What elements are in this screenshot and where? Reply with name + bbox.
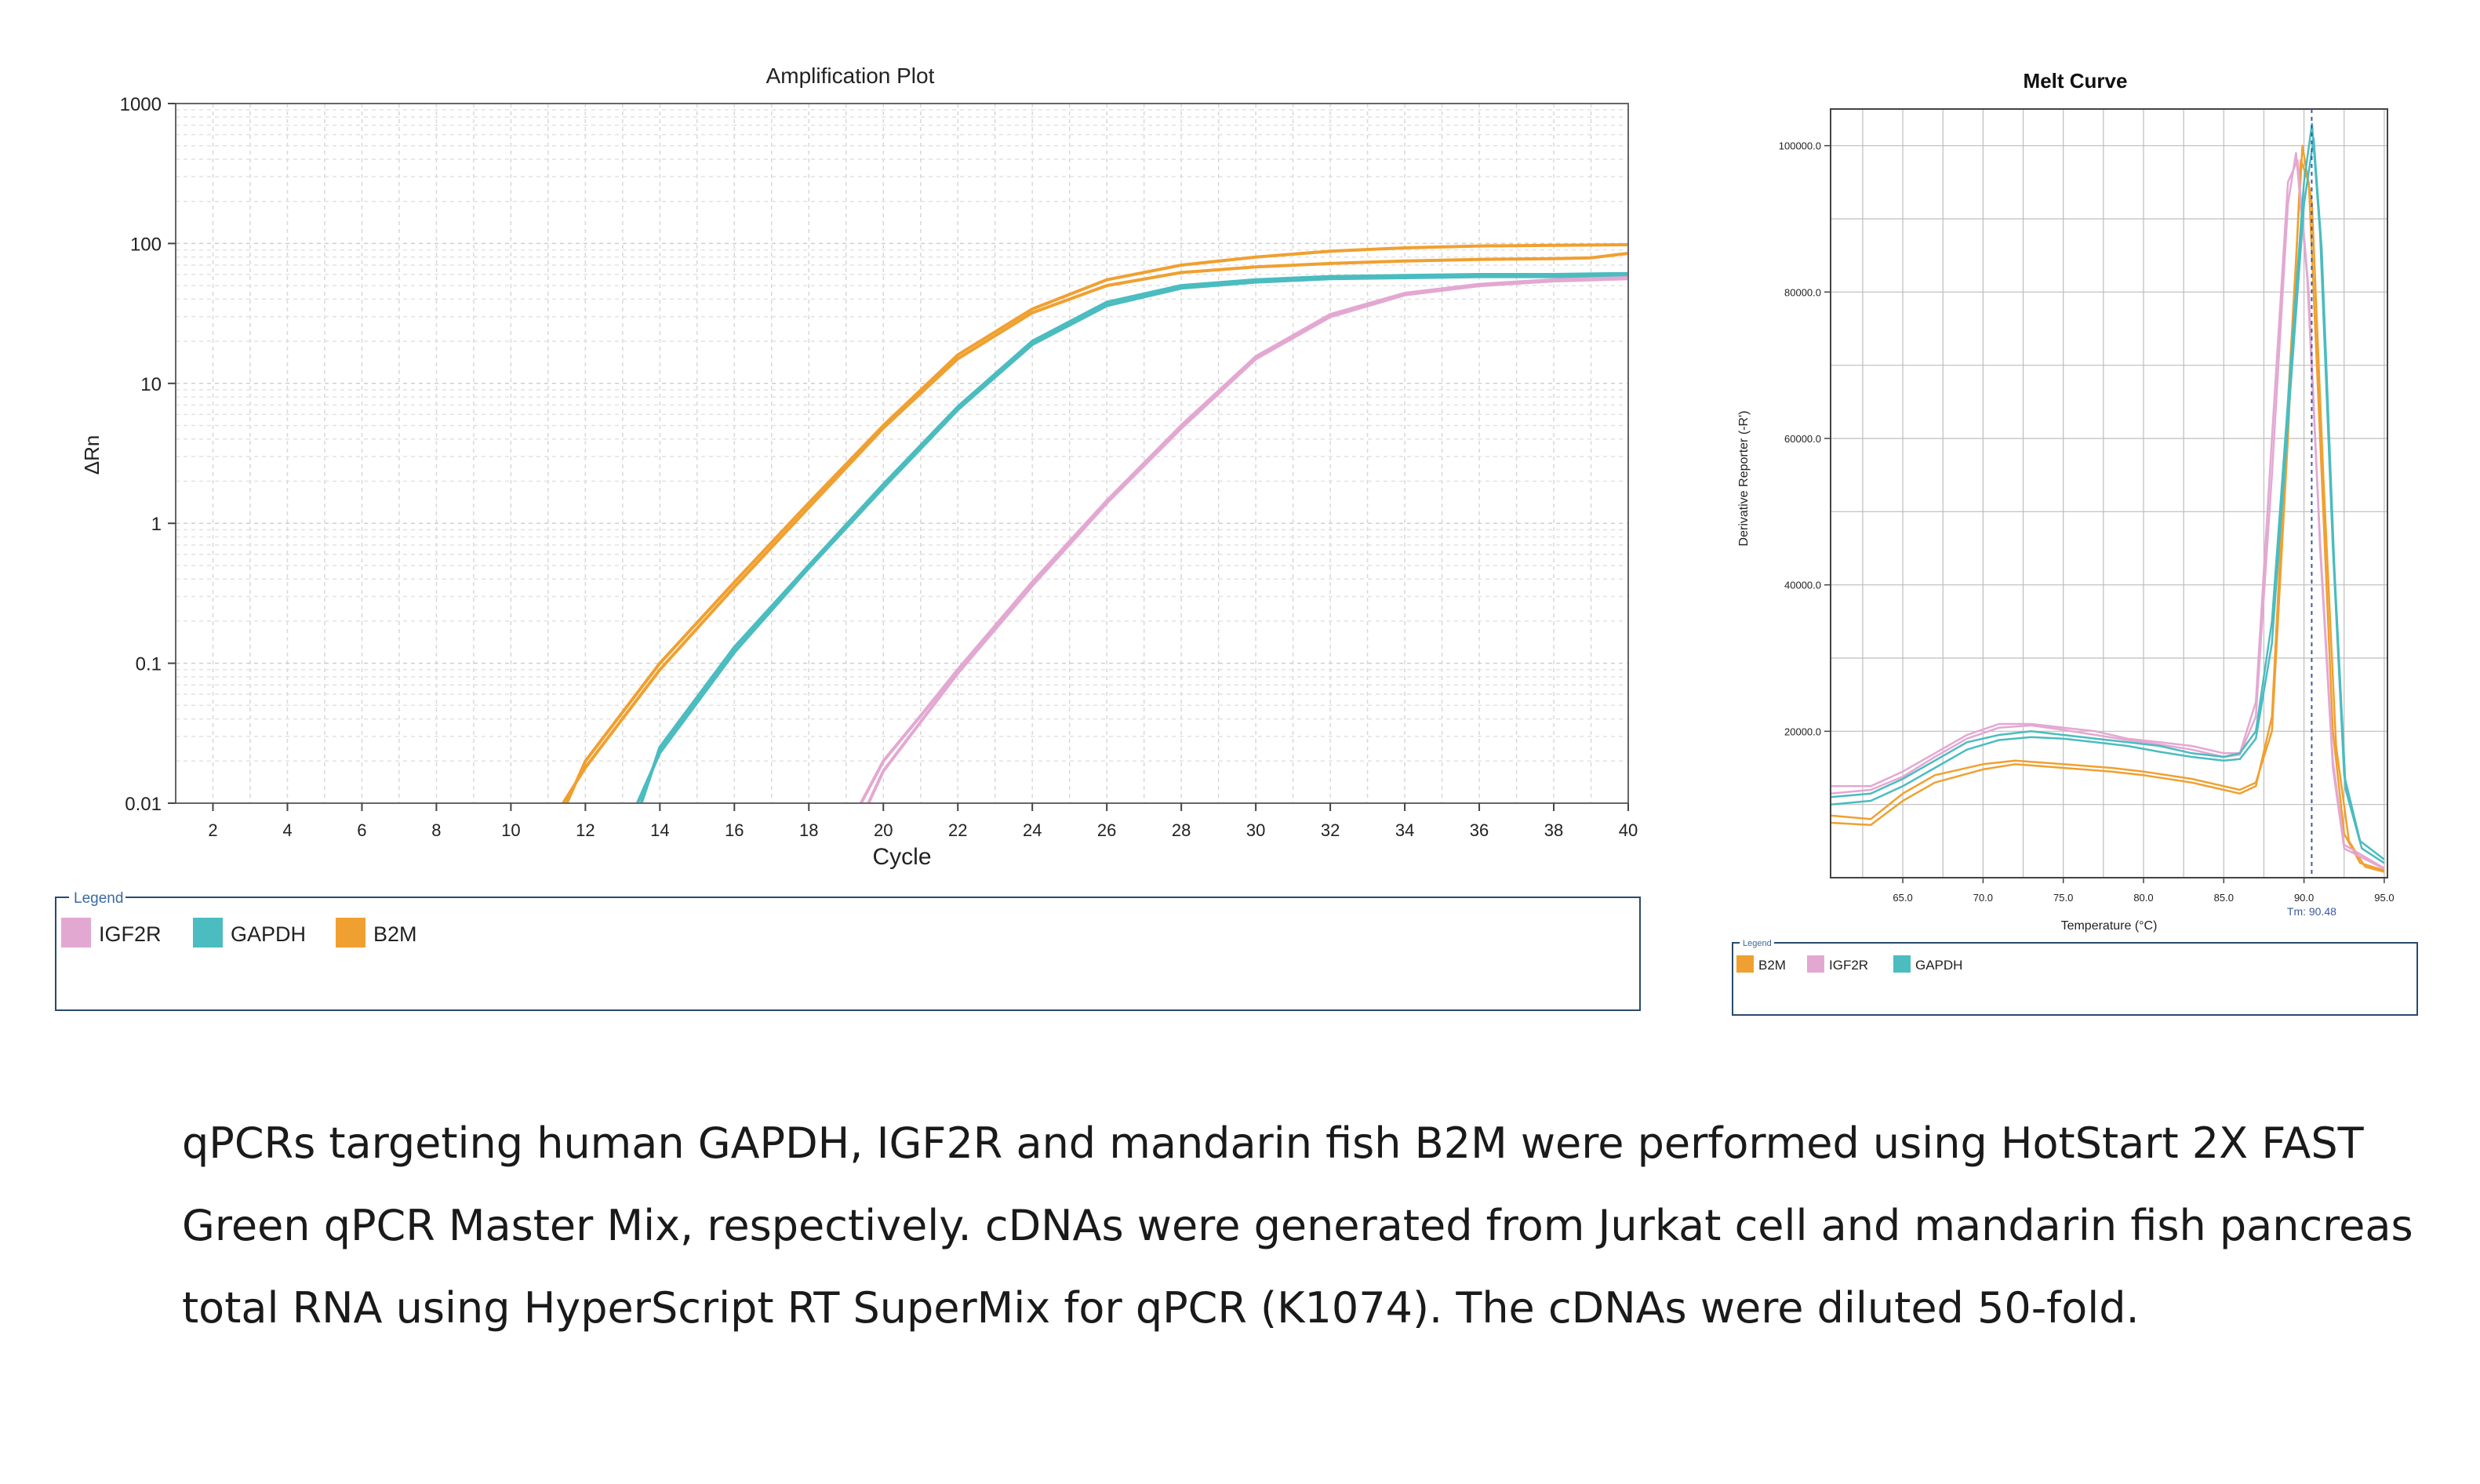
melt-legend-swatch-gapdh <box>1893 955 1911 973</box>
amp-x-tick-label: 8 <box>431 820 441 840</box>
melt-y-tick-label: 100000.0 <box>1779 140 1821 152</box>
melt-legend-title-bg <box>1740 937 1774 948</box>
melt-x-tick-label: 70.0 <box>1973 892 1993 904</box>
melt-curve-plot: Melt Curve 20000.0 40000.0 60000.0 80000.0 1… <box>1732 69 2418 1016</box>
legend-swatch-gapdh <box>193 918 223 948</box>
melt-x-tick-label: 85.0 <box>2214 892 2234 904</box>
amp-x-tick-label: 10 <box>501 820 520 840</box>
amplification-plot-title: Amplification Plot <box>766 64 935 88</box>
caption-line: Green qPCR Master Mix, respectively. cDN… <box>182 1201 2413 1250</box>
melt-y-tick-label: 20000.0 <box>1784 726 1821 737</box>
amplification-series <box>562 243 1629 805</box>
legend-label-b2m: B2M <box>373 922 417 946</box>
melt-legend-swatch-b2m <box>1736 955 1754 973</box>
melt-x-tick-label: 65.0 <box>1893 892 1912 904</box>
amplification-legend-title: Legend <box>74 890 123 907</box>
melt-y-tick-label: 40000.0 <box>1784 580 1821 591</box>
amp-series-b2m <box>562 252 1629 805</box>
amplification-x-axis-label: Cycle <box>872 844 931 870</box>
amp-y-tick-label: 1 <box>151 514 162 535</box>
melt-series-b2m <box>1830 159 2385 871</box>
melt-y-tick-label: 60000.0 <box>1784 433 1821 445</box>
melt-x-tick-label: 80.0 <box>2133 892 2153 904</box>
amp-y-tick-label: 100 <box>130 234 162 255</box>
amp-y-tick-label: 1000 <box>120 94 162 115</box>
amp-x-tick-label: 26 <box>1097 820 1116 840</box>
amp-series-igf2r <box>867 277 1629 804</box>
melt-legend-label-gapdh: GAPDH <box>1915 958 1962 973</box>
amplification-grid <box>176 104 1629 804</box>
amp-x-tick-label: 12 <box>576 820 595 840</box>
melt-series-b2m <box>1830 144 2385 873</box>
melt-series <box>1830 122 2385 873</box>
amp-series-igf2r <box>860 276 1629 804</box>
legend-label-gapdh: GAPDH <box>231 922 306 946</box>
amp-y-tick-label: 0.1 <box>136 654 162 675</box>
legend-swatch-b2m <box>336 918 365 948</box>
legend-label-igf2r: IGF2R <box>99 922 162 946</box>
amp-x-tick-label: 30 <box>1246 820 1265 840</box>
amp-series-b2m <box>565 243 1629 804</box>
amp-x-tick-label: 20 <box>874 820 893 840</box>
melt-legend-swatch-igf2r <box>1807 955 1824 973</box>
amp-series-gapdh <box>639 271 1629 804</box>
melt-y-tick-label: 80000.0 <box>1784 286 1821 298</box>
amplification-y-ticks: 0.01 0.1 1 10 100 1000 <box>120 94 176 815</box>
amp-x-tick-label: 2 <box>208 820 217 840</box>
caption-line: qPCRs targeting human GAPDH, IGF2R and m… <box>182 1118 2364 1168</box>
melt-series-gapdh <box>1830 137 2385 864</box>
melt-x-axis-label: Temperature (°C) <box>2061 919 2158 933</box>
melt-y-axis-label: Derivative Reporter (-R') <box>1737 411 1751 547</box>
amp-x-tick-label: 38 <box>1544 820 1563 840</box>
melt-legend-box <box>1732 942 2418 1016</box>
amp-x-tick-label: 6 <box>357 820 366 840</box>
melt-plot-frame <box>1830 108 2388 878</box>
legend-swatch-igf2r <box>61 918 91 948</box>
amp-y-tick-label: 10 <box>140 374 162 395</box>
melt-series-igf2r <box>1830 151 2385 869</box>
melt-x-tick-label: 90.0 <box>2294 892 2314 904</box>
melt-y-ticks: 20000.0 40000.0 60000.0 80000.0 100000.0 <box>1779 140 1831 737</box>
amplification-legend-box <box>55 897 1641 1011</box>
amp-x-tick-label: 22 <box>948 820 967 840</box>
amp-series-gapdh <box>635 275 1628 804</box>
amplification-legend: Legend IGF2R GAPDH B2M <box>55 888 1641 1011</box>
amp-x-tick-label: 16 <box>725 820 744 840</box>
amplification-x-ticks: 2 4 6 8 10 12 14 16 18 20 22 24 26 28 30 32 34 36 38 40 <box>208 803 1638 840</box>
melt-legend: Legend B2M IGF2R GAPDH <box>1732 937 2418 1016</box>
figure-caption: qPCRs targeting human GAPDH, IGF2R and m… <box>182 1102 2441 1349</box>
melt-x-tick-label: 75.0 <box>2053 892 2073 904</box>
amplification-plot-frame <box>175 103 1629 804</box>
melt-grid <box>1831 109 2387 878</box>
amp-x-tick-label: 18 <box>799 820 818 840</box>
melt-x-tick-label: 95.0 <box>2374 892 2394 904</box>
amp-x-tick-label: 24 <box>1023 820 1042 840</box>
amp-x-tick-label: 32 <box>1321 820 1340 840</box>
melt-legend-label-b2m: B2M <box>1758 958 1786 973</box>
amplification-y-axis-label: ΔRn <box>80 435 104 475</box>
melt-x-ticks: 65.0 70.0 75.0 80.0 85.0 90.0 95.0 <box>1893 878 2395 904</box>
amp-x-tick-label: 40 <box>1619 820 1638 840</box>
amp-x-tick-label: 36 <box>1470 820 1489 840</box>
melt-legend-title: Legend <box>1743 939 1772 948</box>
melt-tm-label: Tm: 90.48 <box>2287 905 2336 918</box>
melt-curve-title: Melt Curve <box>2024 69 2128 93</box>
amp-x-tick-label: 34 <box>1395 820 1414 840</box>
amp-x-tick-label: 28 <box>1172 820 1191 840</box>
amp-y-tick-label: 0.01 <box>125 794 162 815</box>
amp-x-tick-label: 14 <box>650 820 669 840</box>
melt-legend-label-igf2r: IGF2R <box>1829 958 1868 973</box>
amp-x-tick-label: 4 <box>282 820 292 840</box>
caption-line: total RNA using HyperScript RT SuperMix … <box>182 1283 2140 1333</box>
amplification-legend-title-bg <box>69 888 125 907</box>
melt-series-igf2r <box>1831 159 2385 870</box>
